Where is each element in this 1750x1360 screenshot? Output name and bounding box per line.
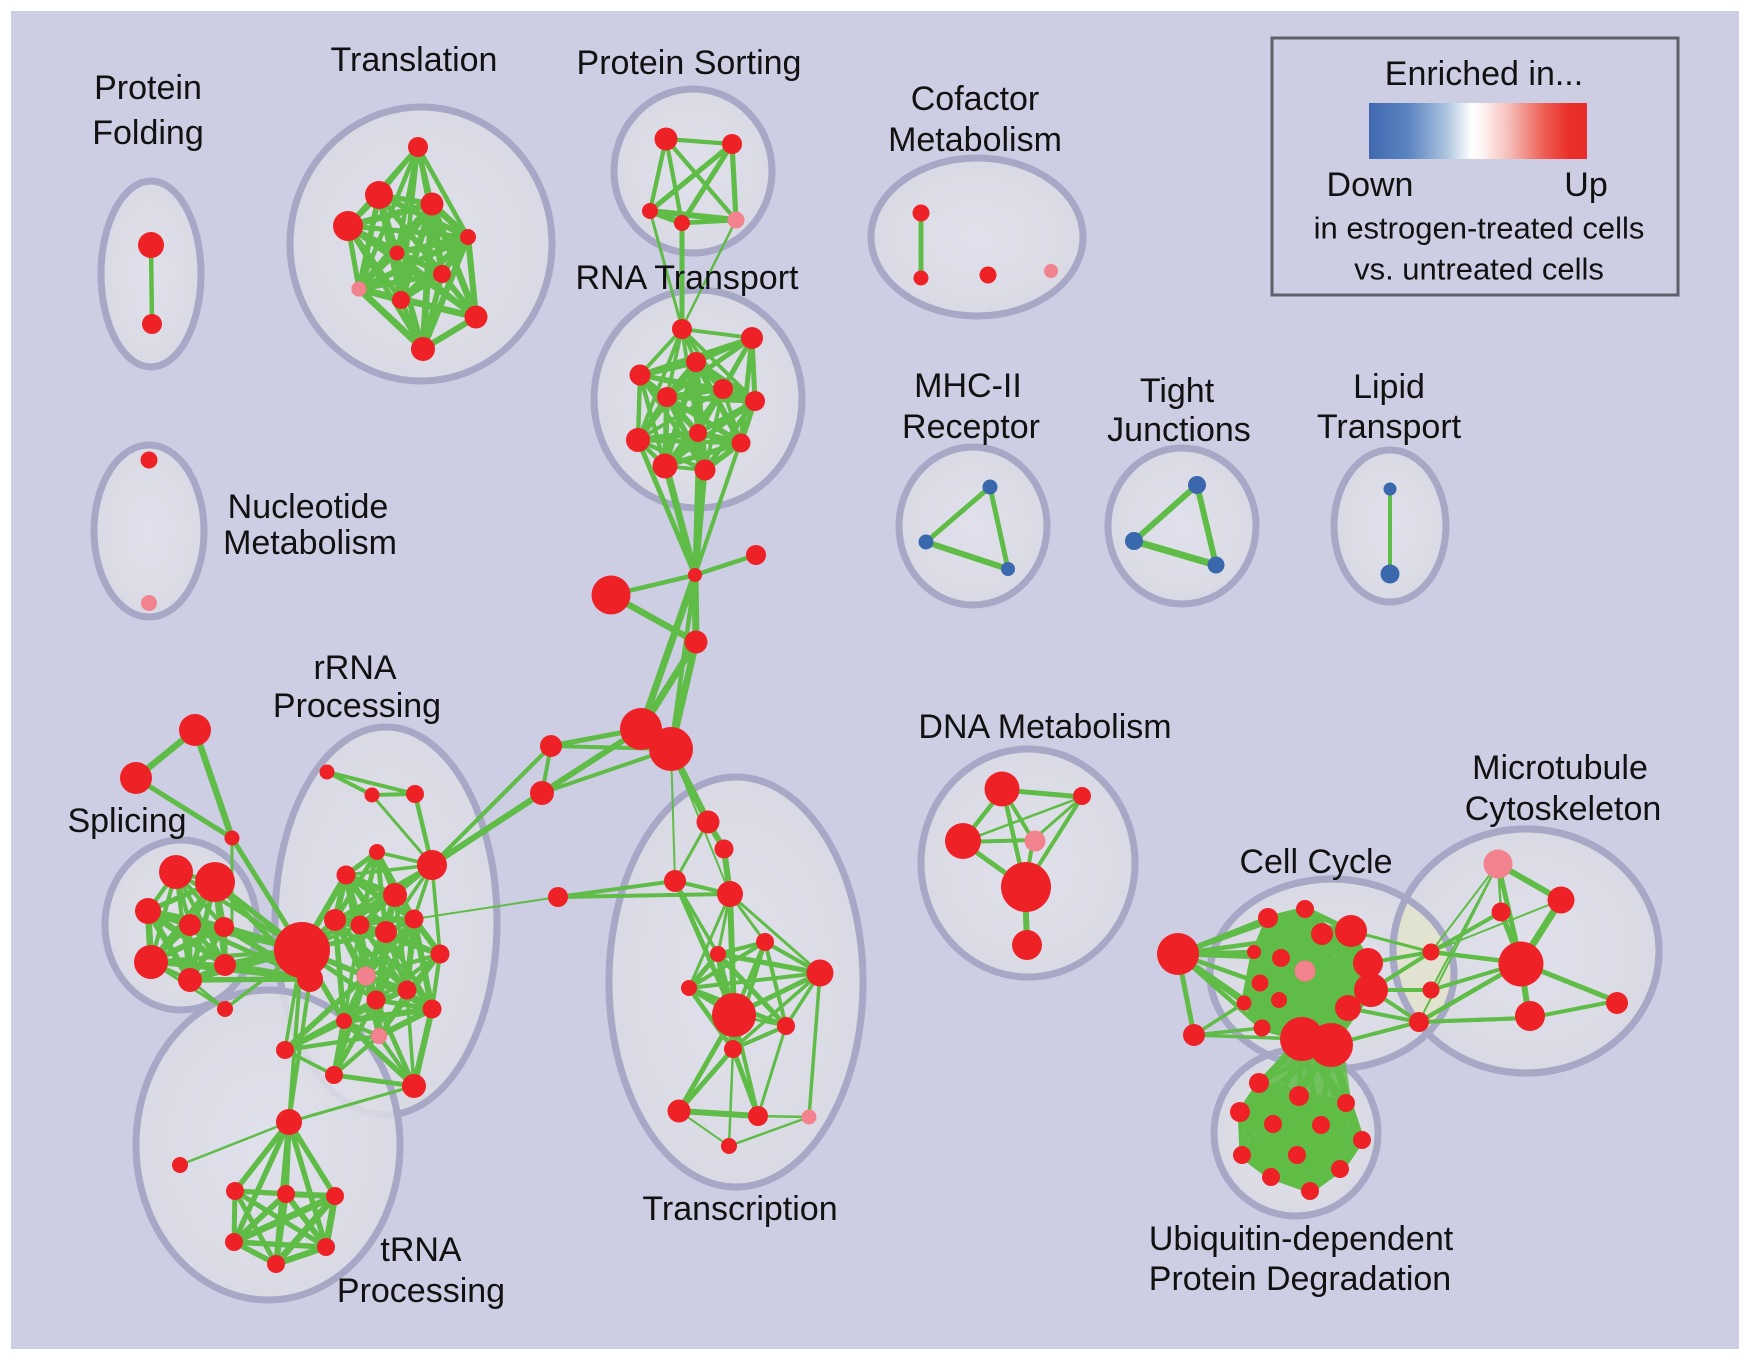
svg-text:Protein Sorting: Protein Sorting (577, 44, 802, 82)
svg-text:in estrogen-treated cells: in estrogen-treated cells (1314, 211, 1645, 246)
svg-text:Cell Cycle: Cell Cycle (1239, 843, 1392, 881)
svg-text:Down: Down (1327, 166, 1414, 204)
svg-text:Folding: Folding (92, 114, 204, 152)
svg-text:tRNA: tRNA (380, 1231, 462, 1269)
svg-text:Microtubule: Microtubule (1472, 749, 1648, 787)
svg-text:RNA Transport: RNA Transport (576, 259, 800, 297)
svg-text:Enriched in...: Enriched in... (1385, 55, 1583, 93)
svg-text:vs. untreated cells: vs. untreated cells (1354, 252, 1604, 287)
svg-text:Tight: Tight (1140, 372, 1215, 410)
svg-text:Receptor: Receptor (902, 408, 1040, 446)
svg-text:Cytoskeleton: Cytoskeleton (1465, 790, 1662, 828)
svg-text:DNA Metabolism: DNA Metabolism (918, 708, 1171, 746)
svg-text:Nucleotide: Nucleotide (228, 488, 389, 526)
svg-text:Ubiquitin-dependent: Ubiquitin-dependent (1149, 1220, 1454, 1258)
svg-text:Up: Up (1564, 166, 1607, 204)
svg-text:Splicing: Splicing (67, 802, 186, 840)
svg-text:Lipid: Lipid (1353, 368, 1425, 406)
svg-text:Protein Degradation: Protein Degradation (1149, 1260, 1451, 1298)
svg-text:Processing: Processing (337, 1272, 505, 1310)
svg-text:Processing: Processing (273, 687, 441, 725)
svg-text:Translation: Translation (331, 41, 498, 79)
svg-text:Metabolism: Metabolism (223, 524, 397, 562)
svg-text:rRNA: rRNA (313, 649, 396, 687)
svg-text:Junctions: Junctions (1107, 411, 1251, 449)
svg-text:Cofactor: Cofactor (911, 80, 1040, 118)
svg-text:Metabolism: Metabolism (888, 121, 1062, 159)
svg-text:Transport: Transport (1317, 408, 1462, 446)
svg-text:MHC-II: MHC-II (914, 367, 1022, 405)
svg-text:Protein: Protein (94, 69, 202, 107)
svg-text:Transcription: Transcription (642, 1190, 837, 1228)
